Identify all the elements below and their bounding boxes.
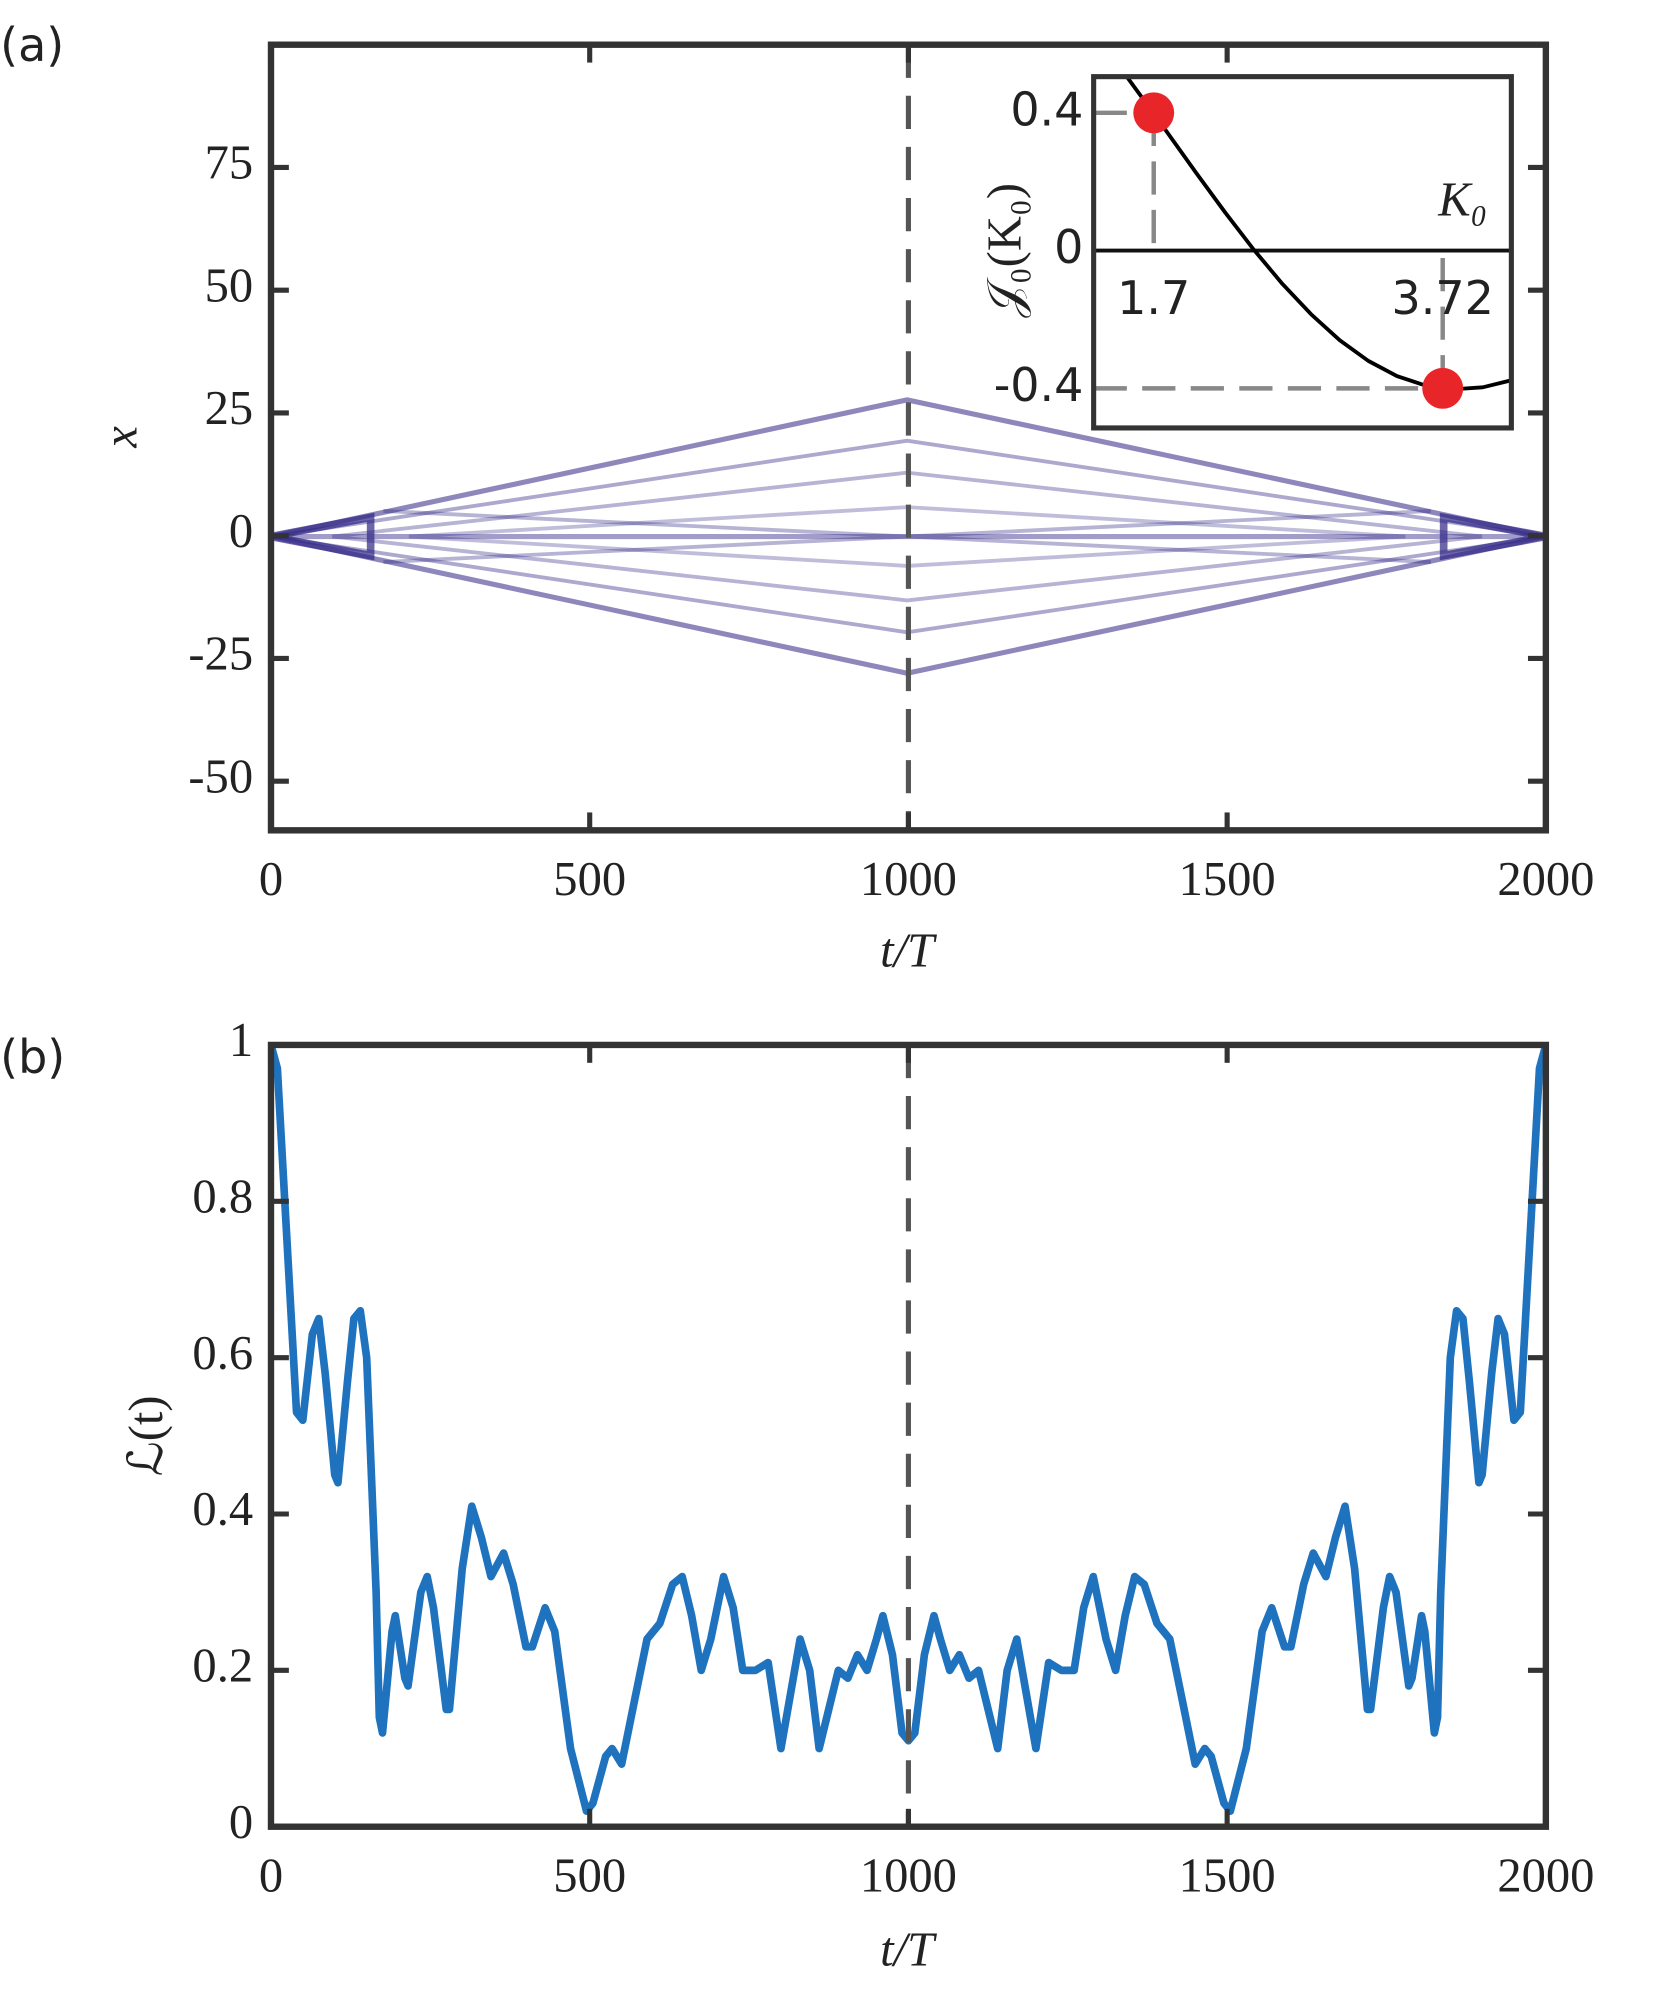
x-tick-label: 1500	[1179, 1850, 1276, 1903]
x-tick-label: 1000	[860, 1850, 957, 1903]
y-tick-label: 0.2	[192, 1639, 253, 1692]
x-tick-label: 2000	[1497, 1850, 1594, 1903]
plot-area	[1093, 76, 1512, 392]
x-tick-label: 0	[259, 853, 283, 906]
y-tick-label: -0.4	[994, 358, 1084, 412]
x-tick-label: 500	[553, 1850, 626, 1903]
data-point	[1422, 367, 1464, 409]
axes-frame	[1091, 74, 1514, 431]
y-tick-label: 1	[229, 1014, 253, 1067]
y-tick-label: 0.4	[192, 1483, 253, 1536]
y-tick-label: 75	[205, 137, 254, 190]
y-tick-label: 0.8	[192, 1170, 253, 1223]
y-tick-label: -25	[188, 628, 253, 681]
data-point	[1133, 92, 1175, 134]
x-axis-label: K₀	[1437, 174, 1487, 227]
x-axis-label: t/T	[880, 1924, 937, 1977]
x-tick-label: 1.7	[1117, 271, 1190, 325]
y-tick-label: -50	[188, 750, 253, 803]
x-tick-label: 3.72	[1392, 271, 1494, 325]
y-tick-label: 0	[229, 505, 253, 558]
y-tick-label: 0	[229, 1796, 253, 1849]
x-tick-label: 1000	[860, 853, 957, 906]
x-axis-label: t/T	[880, 925, 937, 978]
y-tick-label: 50	[205, 259, 254, 312]
y-tick-label: 25	[205, 382, 254, 435]
y-axis-label: x	[95, 426, 148, 449]
panel-label: (a)	[0, 18, 64, 72]
x-tick-label: 1500	[1179, 853, 1276, 906]
y-axis-label: ℒ(t)	[120, 1395, 173, 1476]
density-pattern	[270, 397, 1546, 676]
x-tick-label: 500	[553, 853, 626, 906]
x-tick-label: 0	[259, 1850, 283, 1903]
y-tick-label: 0.4	[1010, 82, 1083, 136]
y-axis-label: 𝒥₀(K₀)	[978, 183, 1031, 318]
panel-label: (b)	[0, 1030, 65, 1084]
y-tick-label: 0	[1054, 220, 1083, 274]
y-tick-label: 0.6	[192, 1327, 253, 1380]
x-tick-label: 2000	[1497, 853, 1594, 906]
